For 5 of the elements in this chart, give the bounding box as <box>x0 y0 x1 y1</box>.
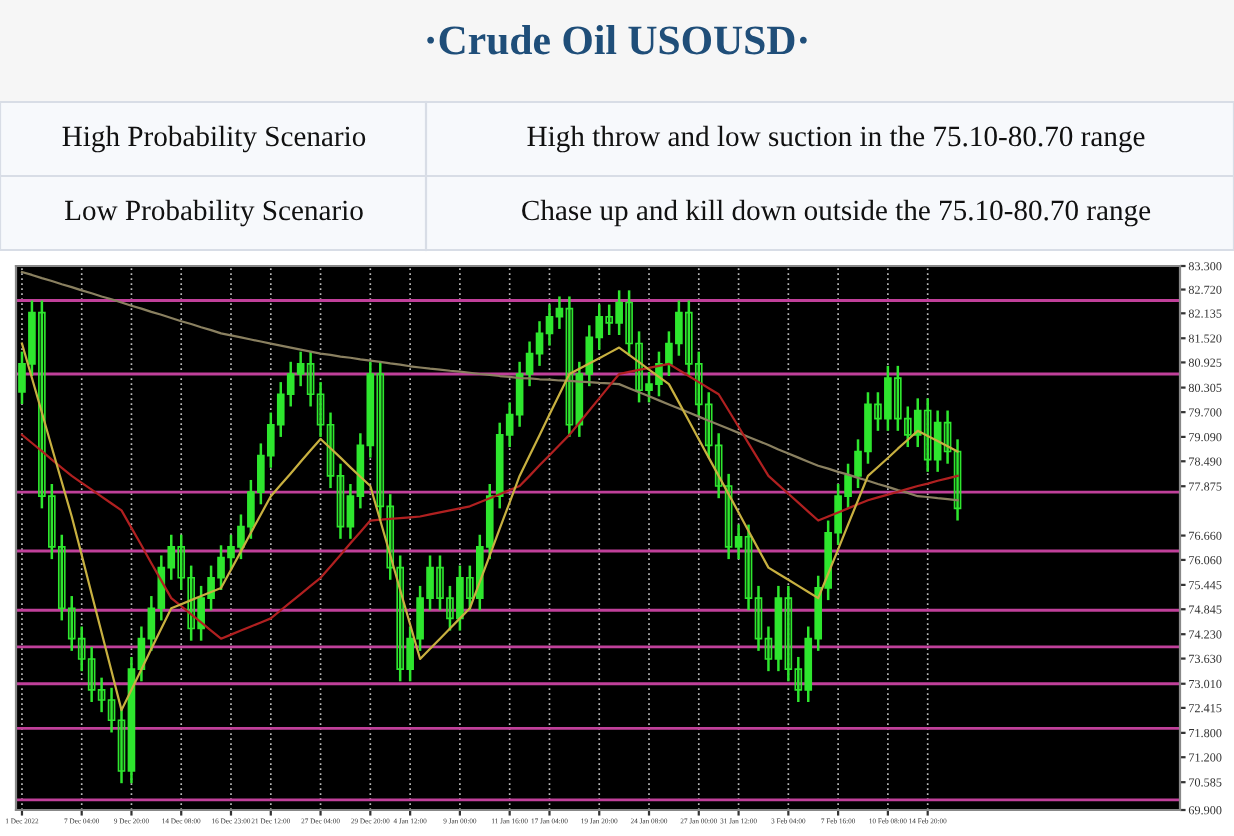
text: High throw and low suction in the 75.10-80.70 range <box>527 125 1145 153</box>
text: Low Probability Scenario <box>64 199 363 227</box>
text: Chase up and kill down outside the 75.10-80.70 range <box>522 199 1151 227</box>
text: High Probability Scenario <box>62 125 366 153</box>
chart-title: ·Crude Oil USOUSD· <box>427 25 807 55</box>
